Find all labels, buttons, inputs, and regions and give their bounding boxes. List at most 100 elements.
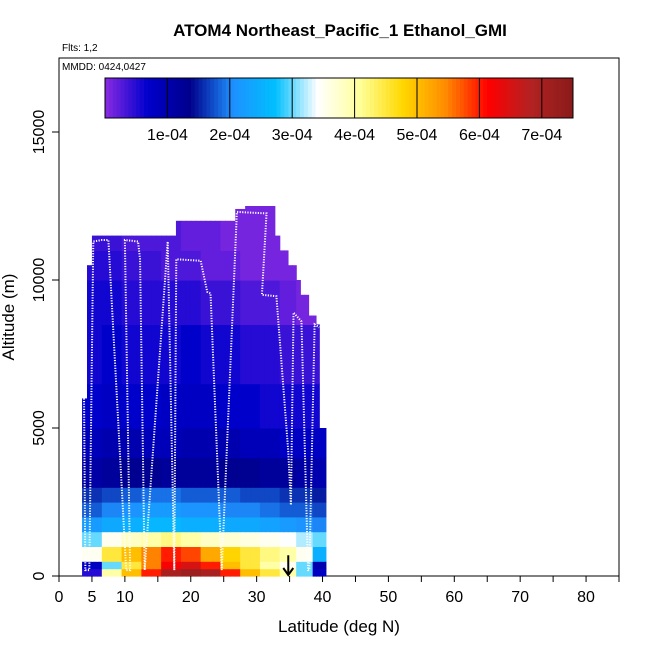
colorbar-swatch bbox=[569, 78, 574, 118]
heatmap-cell bbox=[116, 531, 123, 547]
heatmap-cell bbox=[205, 568, 212, 577]
heatmap-cell bbox=[146, 568, 152, 577]
heatmap-cell bbox=[126, 428, 133, 459]
heatmap-cell bbox=[190, 457, 197, 488]
colorbar-tick-label: 7e-04 bbox=[521, 127, 562, 144]
colorbar-tick-label: 5e-04 bbox=[397, 127, 438, 144]
heatmap-cell bbox=[91, 568, 98, 577]
heatmap-cell bbox=[151, 280, 157, 325]
heatmap-cell bbox=[136, 487, 142, 503]
colorbar-swatch bbox=[128, 78, 133, 118]
colorbar-swatch bbox=[537, 78, 543, 118]
heatmap-cell bbox=[269, 428, 276, 459]
heatmap-cell bbox=[126, 280, 133, 325]
heatmap-cell bbox=[111, 235, 118, 251]
colorbar-swatch bbox=[292, 78, 297, 118]
heatmap-cell bbox=[171, 250, 177, 281]
heatmap-cell bbox=[240, 516, 246, 533]
heatmap-cell bbox=[136, 516, 142, 533]
heatmap-cell bbox=[185, 324, 192, 385]
x-tick-label: 50 bbox=[380, 589, 398, 606]
heatmap-cell bbox=[180, 516, 187, 533]
colorbar-swatch bbox=[526, 78, 531, 118]
heatmap-cell bbox=[220, 487, 226, 503]
heatmap-cell bbox=[225, 457, 231, 488]
heatmap-cell bbox=[308, 568, 314, 577]
heatmap-cell bbox=[131, 561, 138, 570]
colorbar-swatch bbox=[323, 78, 328, 118]
heatmap-cell bbox=[195, 428, 202, 459]
heatmap-cell bbox=[210, 546, 217, 562]
heatmap-cell bbox=[82, 457, 88, 488]
heatmap-cell bbox=[151, 428, 157, 459]
heatmap-cell bbox=[205, 546, 212, 562]
heatmap-cell bbox=[91, 531, 98, 547]
heatmap-cell bbox=[304, 457, 310, 488]
heatmap-cell bbox=[264, 383, 271, 429]
heatmap-cell bbox=[200, 324, 207, 385]
heatmap-cell bbox=[101, 531, 108, 547]
heatmap-cell bbox=[111, 383, 118, 429]
heatmap-cell bbox=[185, 561, 192, 570]
heatmap-cell bbox=[274, 502, 281, 518]
heatmap-cell bbox=[185, 250, 192, 281]
heatmap-cell bbox=[131, 546, 138, 562]
heatmap-cell bbox=[245, 568, 251, 577]
x-tick-label: 60 bbox=[445, 589, 463, 606]
colorbar-swatch bbox=[327, 78, 332, 118]
heatmap-cell bbox=[205, 487, 212, 503]
chart-title: ATOM4 Northeast_Pacific_1 Ethanol_GMI bbox=[173, 21, 507, 40]
heatmap-cell bbox=[180, 428, 187, 459]
heatmap-cell bbox=[315, 502, 320, 518]
heatmap-cell bbox=[279, 561, 285, 570]
heatmap-cell bbox=[205, 502, 212, 518]
colorbar-swatch bbox=[190, 78, 196, 118]
heatmap-cell bbox=[296, 383, 301, 429]
heatmap-cell bbox=[195, 516, 202, 533]
heatmap-cell bbox=[180, 383, 187, 429]
colorbar-swatch bbox=[108, 78, 114, 118]
heatmap-cell bbox=[126, 383, 133, 429]
heatmap-cell bbox=[287, 265, 293, 281]
heatmap-cell bbox=[141, 250, 147, 281]
heatmap-cell bbox=[215, 568, 222, 577]
heatmap-cell bbox=[264, 206, 271, 251]
heatmap-cell bbox=[136, 502, 142, 518]
heatmap-cell bbox=[136, 324, 142, 385]
heatmap-cell bbox=[185, 383, 192, 429]
colorbar-swatch bbox=[378, 78, 383, 118]
heatmap-cell bbox=[171, 568, 177, 577]
heatmap-cell bbox=[195, 220, 202, 251]
heatmap-cell bbox=[215, 502, 222, 518]
heatmap-cell bbox=[312, 324, 317, 385]
heatmap-cell bbox=[283, 250, 289, 281]
heatmap-cell bbox=[82, 502, 88, 518]
colorbar: 1e-04 2e-04 3e-04 4e-04 5e-04 6e-04 7e-04 bbox=[104, 77, 574, 144]
heatmap-cell bbox=[121, 487, 128, 503]
heatmap-cell bbox=[136, 280, 142, 325]
colorbar-swatch bbox=[155, 78, 161, 118]
heatmap-cell bbox=[121, 546, 128, 562]
colorbar-swatch bbox=[124, 78, 129, 118]
heatmap-cell bbox=[166, 561, 172, 570]
heatmap-cell bbox=[315, 383, 320, 429]
heatmap-cell bbox=[175, 531, 182, 547]
heatmap-cell bbox=[269, 568, 276, 577]
heatmap-cell bbox=[312, 487, 317, 503]
heatmap-cell bbox=[319, 531, 324, 547]
heatmap-cell bbox=[210, 220, 217, 251]
heatmap-cell bbox=[175, 516, 182, 533]
heatmap-cell bbox=[101, 383, 108, 429]
colorbar-swatch bbox=[498, 78, 504, 118]
heatmap-cell bbox=[175, 502, 182, 518]
heatmap-cell bbox=[255, 516, 261, 533]
heatmap-cell bbox=[235, 502, 241, 518]
x-axis: 0 5 10 20 30 40 50 60 70 80 bbox=[55, 576, 620, 606]
heatmap-cell bbox=[126, 235, 133, 251]
heatmap-cell bbox=[315, 546, 320, 562]
colorbar-swatch bbox=[288, 78, 293, 118]
heatmap-cell bbox=[175, 220, 182, 251]
heatmap-cell bbox=[283, 502, 289, 518]
colorbar-swatch bbox=[206, 78, 211, 118]
heatmap-cell bbox=[106, 428, 113, 459]
